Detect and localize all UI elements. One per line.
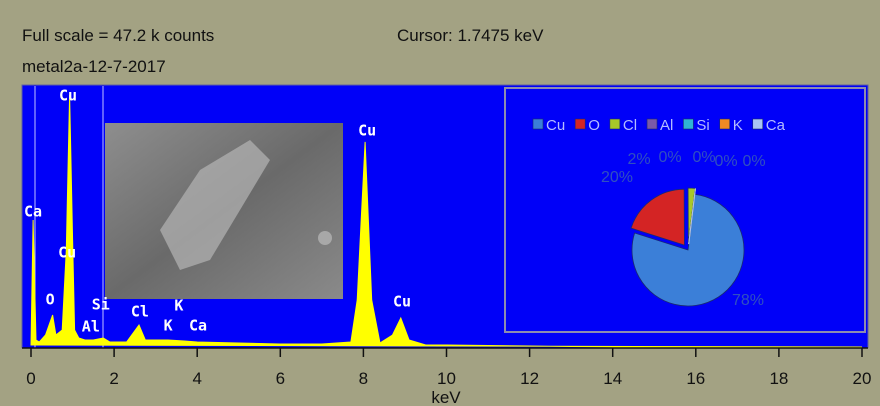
peak-label: Al (82, 317, 100, 335)
legend-swatch (574, 118, 586, 130)
peak-label: Ca (189, 316, 207, 334)
peak-label: K (174, 296, 183, 314)
peak-label: Cl (131, 303, 149, 321)
sem-feature (160, 140, 270, 270)
x-tick-label: 10 (437, 369, 456, 388)
legend-label: K (733, 117, 743, 134)
peak-label: Cu (393, 292, 411, 310)
legend-label: Cu (546, 117, 565, 134)
legend-swatch (683, 118, 694, 130)
pie-slice (631, 193, 745, 307)
x-tick-label: 4 (192, 369, 201, 388)
peak-label: Si (92, 295, 110, 313)
legend-label: Ca (766, 117, 786, 134)
pie-slice (630, 188, 685, 246)
legend-label: Si (696, 117, 709, 134)
legend-swatch (532, 118, 544, 130)
cursor-readout: Cursor: 1.7475 keV (397, 26, 544, 45)
sem-image (105, 123, 343, 299)
peak-label: O (46, 290, 55, 308)
pie-value-label: 0% (658, 149, 681, 166)
x-tick-label: 14 (603, 369, 622, 388)
full-scale: Full scale = 47.2 k counts (22, 26, 214, 45)
x-axis-label: keV (431, 388, 461, 406)
x-tick-label: 0 (26, 369, 35, 388)
file-name: metal2a-12-7-2017 (22, 57, 166, 76)
pie-value-label: 78% (732, 292, 764, 309)
x-tick-label: 18 (769, 369, 788, 388)
legend-label: Cl (623, 117, 637, 134)
legend-swatch (752, 118, 764, 130)
peak-label: Cu (358, 121, 376, 139)
legend-label: Al (660, 117, 673, 134)
x-tick-label: 6 (276, 369, 285, 388)
spectrum (30, 94, 863, 348)
x-tick-label: 8 (359, 369, 368, 388)
pie-value-label: 0% (714, 153, 737, 170)
pie-panel (504, 87, 866, 333)
pie-value-label: 0% (692, 149, 715, 166)
legend-swatch (609, 118, 621, 130)
legend-swatch (646, 118, 658, 130)
peak-label: Cu (58, 243, 76, 261)
pie-slice (688, 188, 696, 245)
legend-swatch (719, 118, 731, 130)
x-tick-label: 2 (109, 369, 118, 388)
x-tick-label: 16 (686, 369, 705, 388)
peak-label: Ca (24, 202, 42, 220)
pie-chart: 78%20%2% 0% 0%0% 0%Cu O Cl Al Si K Ca (532, 117, 786, 309)
axis-area (0, 348, 880, 406)
peak-label: Cu (59, 86, 77, 104)
peak-label: K (164, 316, 173, 334)
sem-particle (318, 231, 332, 245)
pie-value-label: 2% (627, 151, 650, 168)
pie-value-label: 0% (742, 153, 765, 170)
spectrum-area (30, 94, 863, 348)
pie-value-label: 20% (601, 169, 633, 186)
x-tick-label: 12 (520, 369, 539, 388)
legend-label: O (588, 117, 600, 134)
x-tick-label: 20 (853, 369, 872, 388)
